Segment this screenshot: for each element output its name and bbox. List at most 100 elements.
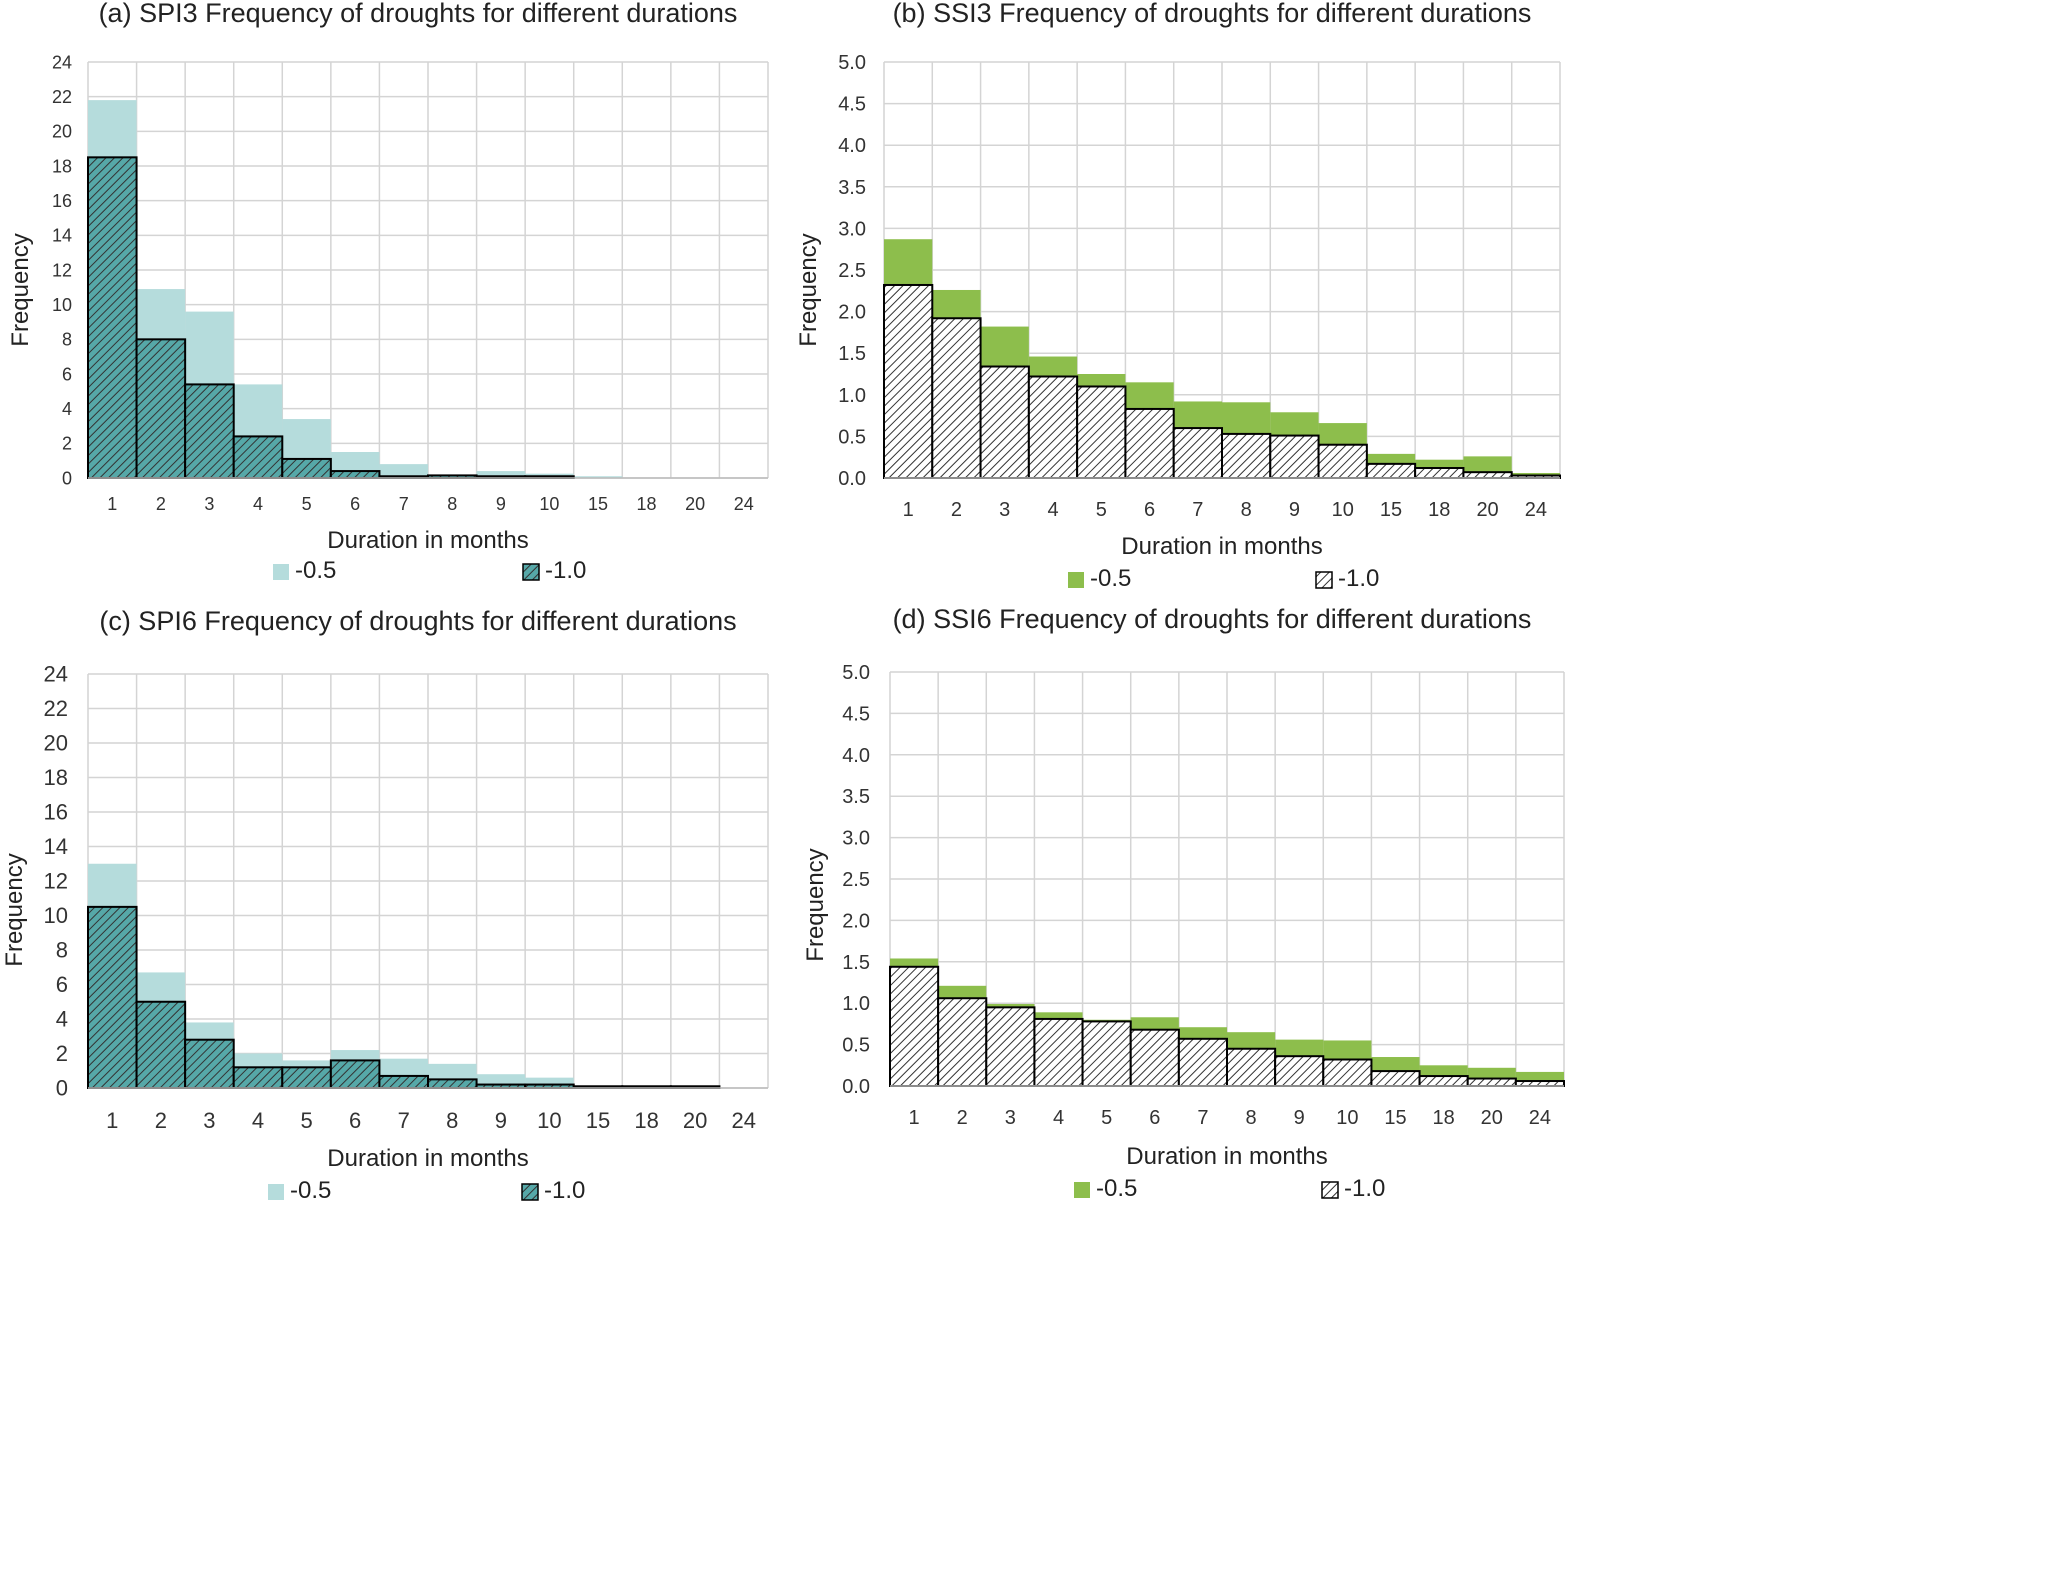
x-tick-label: 6 — [1144, 499, 1155, 521]
y-tick-label: 16 — [44, 800, 68, 825]
x-tick-label: 3 — [999, 499, 1010, 521]
bar-series2-2 — [135, 338, 187, 480]
x-tick-label: 15 — [586, 1108, 610, 1133]
bar-series2-1 — [87, 156, 138, 479]
x-tick-label: 4 — [252, 1108, 264, 1133]
legend-label-series2: -1.0 — [1344, 1175, 1385, 1202]
x-tick-label: 9 — [1289, 499, 1300, 521]
x-tick-label: 4 — [1053, 1107, 1064, 1129]
legend-swatch-series2 — [1315, 571, 1333, 589]
y-tick-label: 3.5 — [838, 177, 866, 199]
y-tick-label: 3.5 — [842, 786, 870, 808]
legend-swatch-series2 — [522, 563, 540, 581]
chart-panel-c: (c) SPI6 Frequency of droughts for diffe… — [1, 606, 769, 1204]
x-tick-label: 24 — [1529, 1107, 1551, 1129]
x-axis-label: Duration in months — [327, 527, 528, 554]
bar-series2-2 — [931, 317, 982, 480]
y-tick-label: 6 — [56, 972, 68, 997]
bar-series2-18 — [1418, 1075, 1469, 1087]
bar-series2-7 — [1177, 1037, 1229, 1087]
bar-series2-8 — [427, 1078, 478, 1089]
bar-series2-15 — [1370, 1070, 1421, 1087]
y-axis-label: Frequency — [795, 233, 822, 346]
bar-series2-1 — [87, 905, 138, 1089]
bar-series2-3 — [184, 383, 235, 479]
x-tick-label: 6 — [350, 494, 360, 514]
y-tick-label: 2.0 — [842, 910, 870, 932]
bar-series2-6 — [329, 1059, 381, 1090]
bar-series2-2 — [937, 997, 988, 1087]
bar-series2-8 — [1226, 1047, 1277, 1087]
y-tick-label: 0.0 — [842, 1076, 870, 1098]
y-tick-label: 4.5 — [838, 94, 866, 116]
bar-series2-18 — [1414, 467, 1465, 479]
bar-series2-10 — [1317, 443, 1368, 479]
x-tick-label: 1 — [106, 1108, 118, 1133]
chart-panel-d: (d) SSI6 Frequency of droughts for diffe… — [802, 604, 1566, 1202]
y-tick-label: 14 — [52, 226, 72, 246]
chart-title: (d) SSI6 Frequency of droughts for diffe… — [893, 604, 1532, 634]
y-tick-label: 8 — [62, 330, 72, 350]
y-tick-label: 24 — [52, 52, 72, 72]
y-tick-label: 22 — [44, 696, 68, 721]
bar-series2-2 — [135, 1000, 187, 1089]
bar-series2-5 — [1076, 385, 1127, 480]
x-tick-label: 4 — [253, 494, 263, 514]
bar-series1-7 — [379, 464, 428, 478]
y-tick-label: 22 — [52, 87, 72, 107]
x-tick-label: 15 — [1380, 499, 1402, 521]
y-tick-label: 3.0 — [842, 828, 870, 850]
x-tick-label: 7 — [399, 494, 409, 514]
x-tick-label: 18 — [1428, 499, 1450, 521]
x-tick-label: 1 — [909, 1107, 920, 1129]
x-tick-label: 18 — [1433, 1107, 1455, 1129]
x-tick-label: 20 — [1476, 499, 1498, 521]
legend-swatch-series1 — [1068, 572, 1084, 588]
x-tick-label: 9 — [1294, 1107, 1305, 1129]
x-tick-label: 3 — [204, 494, 214, 514]
x-tick-label: 24 — [734, 494, 754, 514]
bar-series2-9 — [1269, 434, 1320, 479]
x-tick-label: 2 — [957, 1107, 968, 1129]
y-tick-label: 1.0 — [842, 993, 870, 1015]
x-tick-label: 7 — [1197, 1107, 1208, 1129]
x-tick-label: 4 — [1047, 499, 1058, 521]
x-tick-label: 3 — [203, 1108, 215, 1133]
y-tick-label: 4.0 — [838, 135, 866, 157]
y-tick-label: 24 — [44, 662, 68, 687]
y-tick-label: 12 — [52, 260, 72, 280]
y-tick-label: 4 — [56, 1007, 68, 1032]
y-tick-label: 5.0 — [842, 662, 870, 684]
bar-series2-9 — [1274, 1055, 1325, 1088]
chart-panel-a: (a) SPI3 Frequency of droughts for diffe… — [7, 0, 769, 584]
x-tick-label: 5 — [1096, 499, 1107, 521]
legend-label-series1: -0.5 — [1090, 565, 1131, 592]
y-tick-label: 20 — [52, 122, 72, 142]
x-tick-label: 15 — [588, 494, 608, 514]
x-tick-label: 6 — [349, 1108, 361, 1133]
bar-series1-9 — [476, 471, 526, 478]
x-tick-label: 7 — [1192, 499, 1203, 521]
x-tick-label: 8 — [446, 1108, 458, 1133]
bar-series2-20 — [1466, 1077, 1517, 1087]
bar-series2-4 — [232, 1066, 284, 1090]
y-tick-label: 0 — [62, 468, 72, 488]
x-tick-label: 1 — [107, 494, 117, 514]
x-tick-label: 8 — [1246, 1107, 1257, 1129]
legend-swatch-series1 — [268, 1184, 284, 1200]
bar-series2-10 — [1322, 1058, 1373, 1088]
y-tick-label: 18 — [44, 765, 68, 790]
x-tick-label: 9 — [496, 494, 506, 514]
legend-label-series1: -0.5 — [295, 557, 336, 584]
legend-label-series1: -0.5 — [290, 1177, 331, 1204]
bar-series2-3 — [985, 1006, 1036, 1088]
legend-label-series1: -0.5 — [1096, 1175, 1137, 1202]
y-tick-label: 8 — [56, 938, 68, 963]
x-tick-label: 5 — [1101, 1107, 1112, 1129]
bar-series2-4 — [1027, 375, 1079, 479]
legend-label-series2: -1.0 — [545, 557, 586, 584]
bar-series2-3 — [979, 365, 1030, 479]
bar-series2-7 — [378, 1074, 429, 1090]
bar-series2-20 — [1462, 471, 1513, 479]
